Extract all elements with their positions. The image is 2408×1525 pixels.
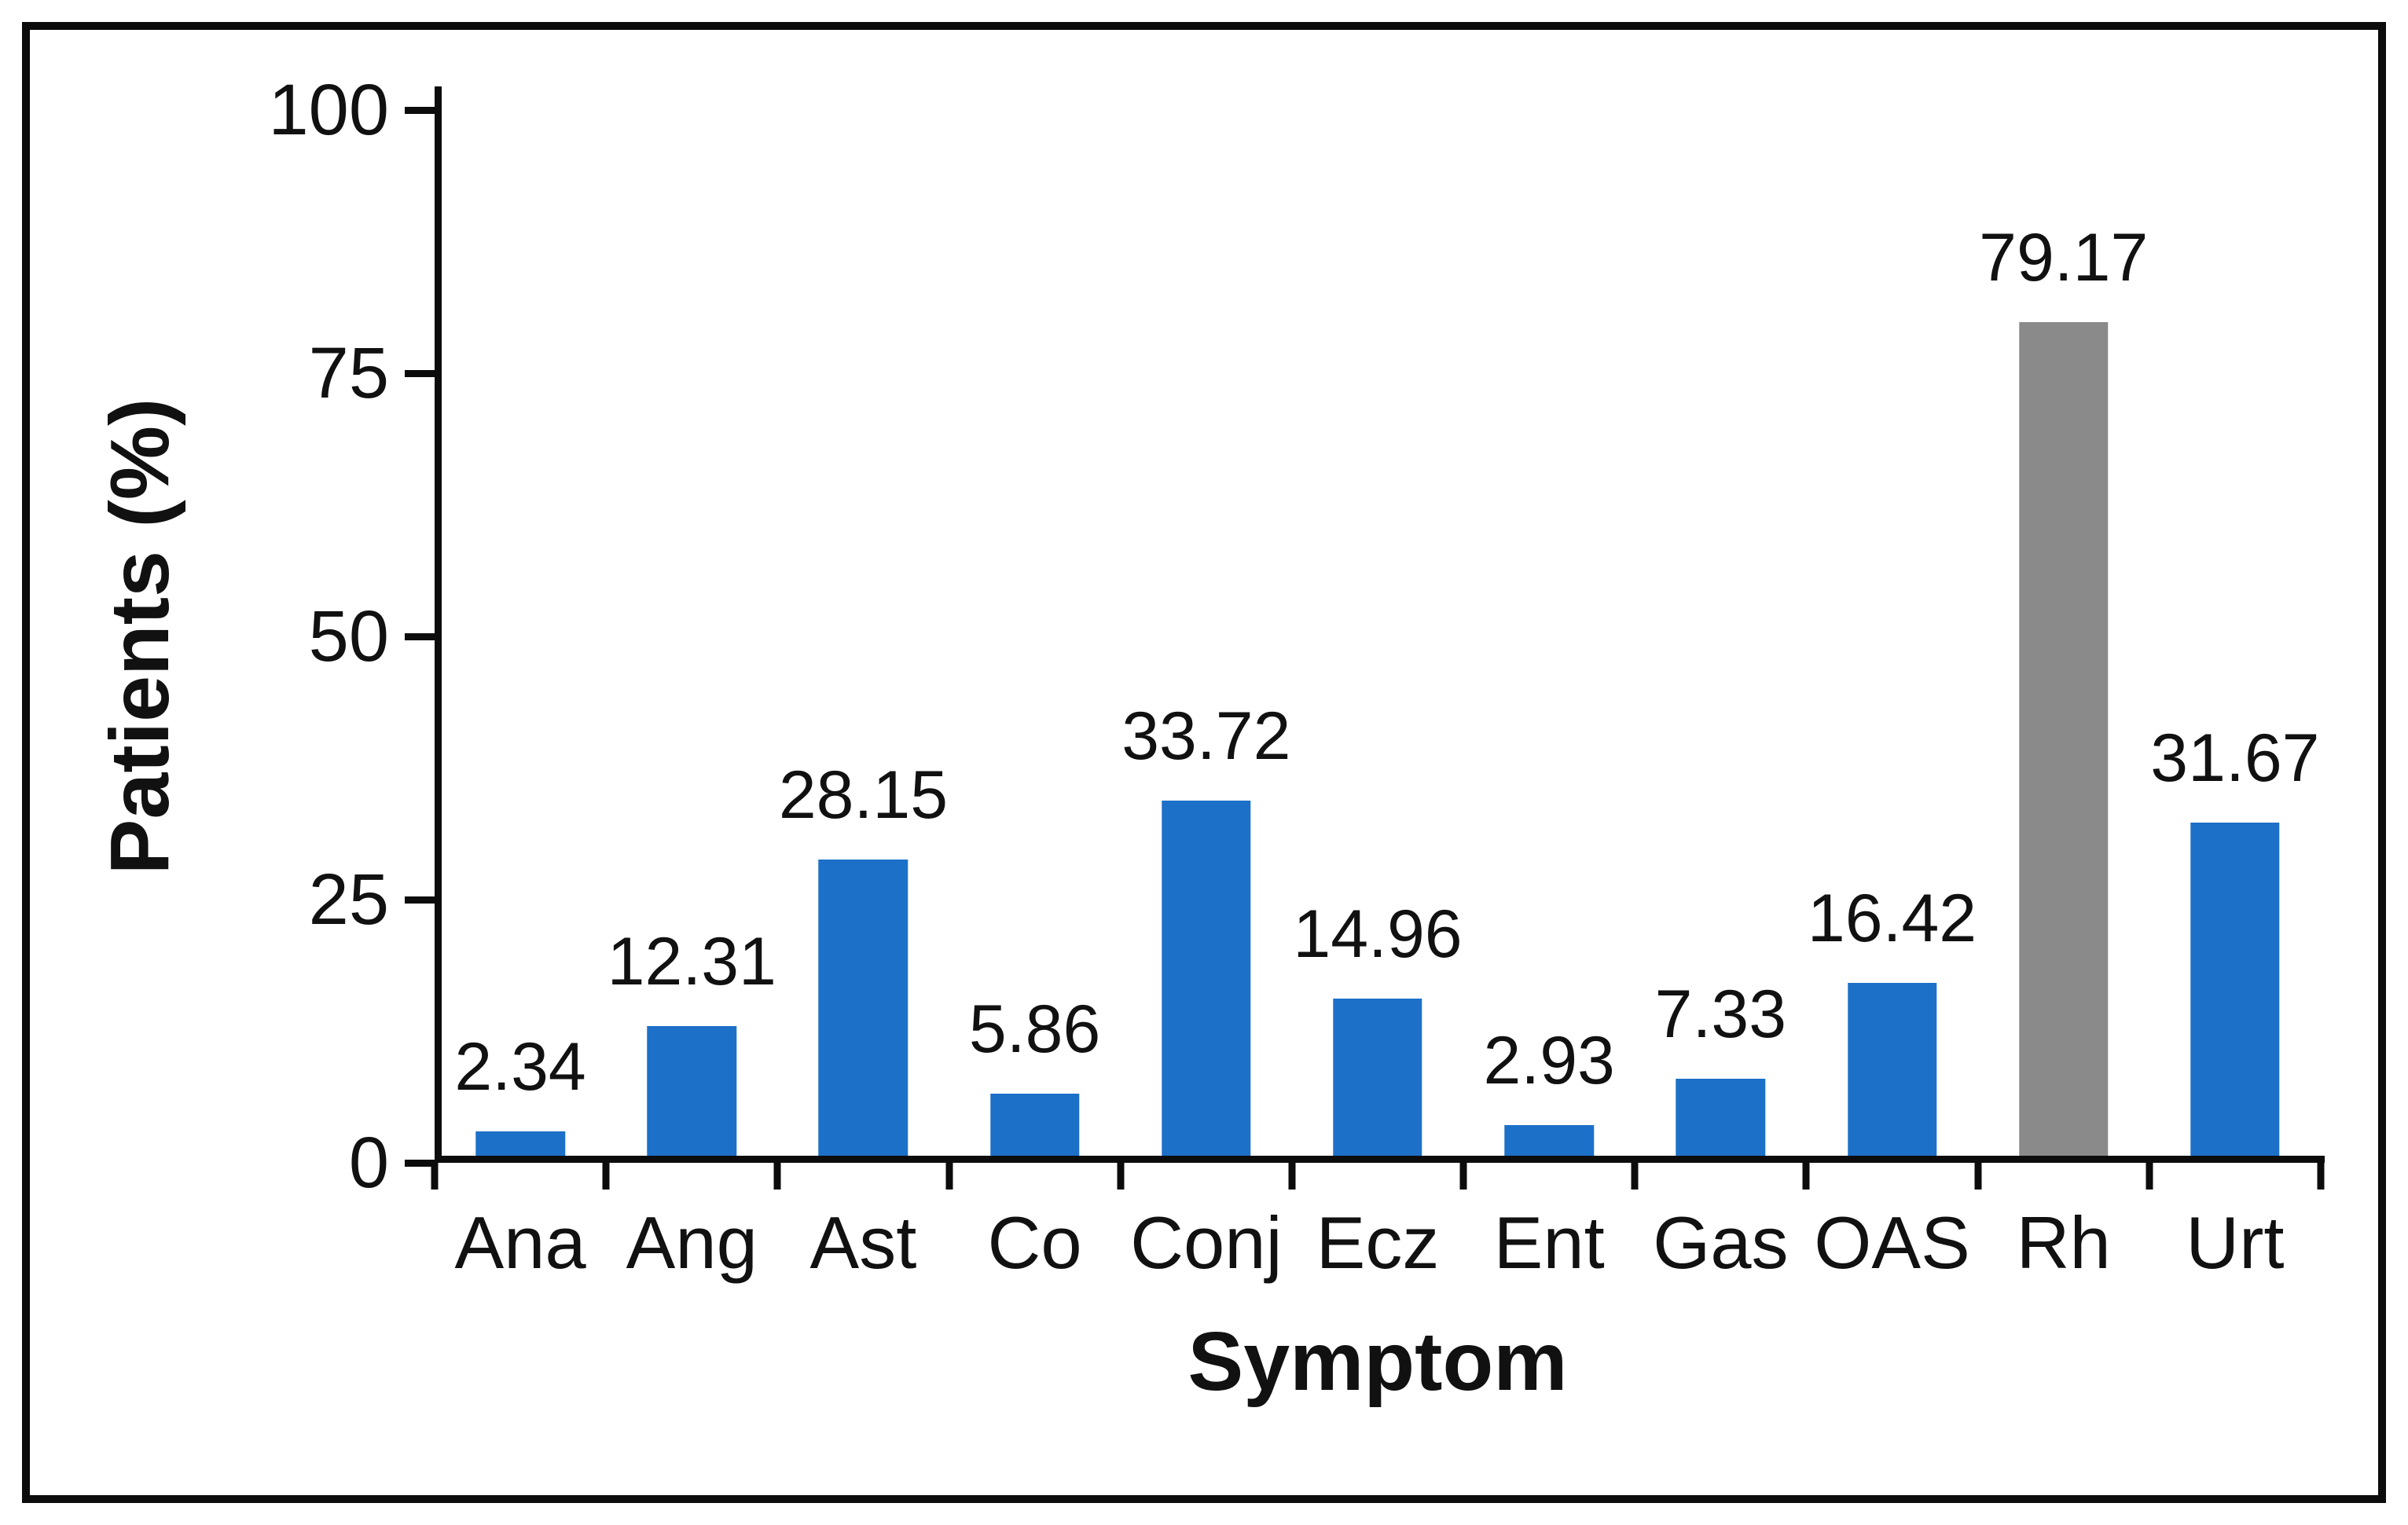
y-tick-mark xyxy=(405,632,435,640)
x-category-label: Co xyxy=(987,1201,1082,1284)
bar-value-label: 2.34 xyxy=(454,1028,586,1105)
x-tick-mark xyxy=(431,1163,439,1190)
x-tick-mark xyxy=(1117,1163,1125,1190)
x-tick-mark xyxy=(2317,1163,2325,1190)
x-category-label: Gas xyxy=(1653,1201,1789,1284)
x-tick-mark xyxy=(1459,1163,1467,1190)
bar-value-label: 5.86 xyxy=(968,992,1101,1068)
x-category-label: Ang xyxy=(626,1201,758,1284)
x-tick-mark xyxy=(2146,1163,2153,1190)
x-category-label: Ana xyxy=(454,1201,586,1284)
y-tick-label: 0 xyxy=(348,1123,389,1203)
x-category-label: Urt xyxy=(2186,1201,2285,1284)
y-tick-label: 50 xyxy=(308,596,389,676)
bar-ast xyxy=(818,859,909,1156)
y-tick-label: 75 xyxy=(308,333,389,413)
bar-value-label: 14.96 xyxy=(1293,896,1463,972)
x-category-label: Ecz xyxy=(1316,1201,1440,1284)
x-axis-line xyxy=(435,1156,2325,1163)
bar-value-label: 79.17 xyxy=(1979,220,2149,296)
bar-value-label: 12.31 xyxy=(607,924,776,1000)
bar-oas xyxy=(1847,982,1937,1156)
figure-frame xyxy=(22,22,2386,1503)
x-category-label: Ent xyxy=(1493,1201,1605,1284)
plot-area: 0 25 50 75 100 2.34 Ana 12.31 Ang 28.15 Ast 5.86 Co 3… xyxy=(269,74,2325,1280)
x-category-label: Ast xyxy=(809,1201,917,1284)
x-tick-mark xyxy=(1974,1163,1982,1190)
y-axis-title: Patients (%) xyxy=(94,398,186,875)
bar-value-label: 7.33 xyxy=(1654,976,1787,1052)
x-tick-mark xyxy=(945,1163,953,1190)
bar-co xyxy=(989,1094,1080,1156)
x-tick-mark xyxy=(602,1163,610,1190)
x-tick-mark xyxy=(1288,1163,1296,1190)
bar-gas xyxy=(1676,1078,1766,1156)
bar-value-label: 2.93 xyxy=(1483,1022,1615,1098)
bar-rh xyxy=(2018,322,2109,1156)
bar-value-label: 16.42 xyxy=(1807,880,1977,956)
bar-ana xyxy=(475,1131,565,1156)
bar-value-label: 33.72 xyxy=(1121,698,1291,775)
bar-urt xyxy=(2190,822,2280,1156)
bar-ent xyxy=(1504,1124,1594,1156)
x-axis-title: Symptom xyxy=(1187,1315,1568,1408)
x-tick-mark xyxy=(1802,1163,1810,1190)
y-tick-mark xyxy=(405,1159,435,1167)
y-axis-line xyxy=(435,86,442,1163)
bar-conj xyxy=(1162,801,1251,1156)
y-tick-mark xyxy=(405,896,435,904)
bar-ang xyxy=(647,1026,736,1156)
y-tick-mark xyxy=(405,369,435,377)
y-tick-mark xyxy=(405,106,435,114)
bar-value-label: 28.15 xyxy=(778,757,949,833)
y-tick-label: 25 xyxy=(308,860,389,940)
bar-ecz xyxy=(1333,998,1422,1156)
x-category-label: Rh xyxy=(2016,1201,2111,1284)
x-category-label: OAS xyxy=(1814,1201,1970,1284)
x-category-label: Conj xyxy=(1130,1201,1283,1284)
y-tick-label: 100 xyxy=(268,70,390,150)
x-tick-mark xyxy=(1631,1163,1639,1190)
x-tick-mark xyxy=(773,1163,781,1190)
bar-value-label: 31.67 xyxy=(2150,720,2320,796)
